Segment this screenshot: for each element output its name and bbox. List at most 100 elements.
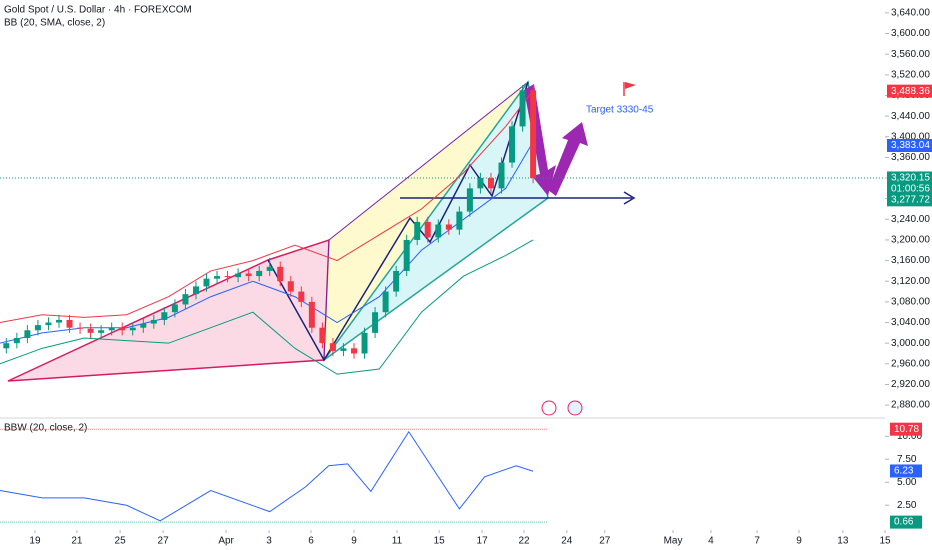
- candle-body: [403, 239, 410, 271]
- candle-body: [509, 126, 516, 163]
- candle-body: [361, 332, 368, 354]
- x-tick-label: 3: [266, 536, 272, 547]
- candle-body: [77, 327, 84, 329]
- bbw-label-box: [890, 422, 922, 436]
- y-tick-label: 7.50: [897, 454, 917, 465]
- candle-body: [108, 327, 115, 331]
- y-tick-label: 3,240.00: [891, 214, 930, 225]
- candle-body: [129, 327, 136, 331]
- price-label-box: [887, 193, 932, 207]
- y-tick-label: 3,160.00: [891, 255, 930, 266]
- x-tick-label: 21: [71, 536, 83, 547]
- x-tick-label: 13: [837, 536, 849, 547]
- bbw-label-box: [890, 515, 922, 529]
- candle-body: [445, 224, 452, 230]
- bbw-label: 10.78: [894, 424, 919, 435]
- y-tick-label: 2,880.00: [891, 400, 930, 411]
- candle-body: [298, 291, 305, 302]
- candle-body: [329, 343, 336, 351]
- price-label: 3,383.04: [891, 140, 930, 151]
- x-tick-label: 25: [115, 536, 127, 547]
- candle-body: [34, 325, 41, 331]
- candle-body: [150, 319, 157, 324]
- band-lower: [0, 239, 534, 375]
- x-tick-label: 6: [308, 536, 314, 547]
- y-tick-label: 3,560.00: [891, 49, 930, 60]
- candle-body: [424, 221, 431, 238]
- countdown: 01:00:56: [891, 184, 930, 195]
- bbw-label-box: [890, 464, 922, 478]
- candle-body: [192, 286, 199, 295]
- y-tick-label: 3,520.00: [891, 69, 930, 80]
- candle-body: [266, 266, 273, 271]
- bbw-label: 0.66: [894, 517, 914, 528]
- y-tick-label: 3,040.00: [891, 317, 930, 328]
- candle-body: [182, 294, 189, 305]
- x-tick-label: 24: [561, 536, 573, 547]
- flag: [625, 82, 636, 89]
- candle-body: [56, 319, 62, 323]
- candle-body: [456, 211, 463, 230]
- price-label: 3,488.36: [891, 86, 930, 97]
- candle-body: [519, 90, 526, 127]
- x-tick-label: 15: [879, 536, 891, 547]
- candle-body: [351, 348, 357, 354]
- ray-arrow: [623, 191, 636, 205]
- candle-body: [235, 273, 242, 278]
- price-label-box: [887, 84, 932, 98]
- y-tick-label: 3,080.00: [891, 297, 930, 308]
- x-tick-label: 27: [158, 536, 170, 547]
- event-icon: [541, 400, 557, 416]
- x-tick-label: 15: [434, 536, 446, 547]
- bbw-label: 6.23: [894, 466, 914, 477]
- y-tick-label: 3,000.00: [891, 338, 930, 349]
- y-tick-label: 3,360.00: [891, 152, 930, 163]
- x-tick-label: 7: [754, 536, 760, 547]
- candle-body: [487, 178, 494, 189]
- candle-body: [140, 323, 147, 328]
- candle-body: [277, 266, 284, 282]
- candle-body: [498, 162, 505, 189]
- candle-body: [171, 304, 178, 313]
- candle-body: [3, 343, 10, 349]
- candle-body: [308, 301, 315, 328]
- annotation: Target 3330-45: [586, 105, 654, 116]
- candle-body: [161, 312, 168, 320]
- candle-body: [66, 319, 73, 328]
- x-tick-label: 11: [392, 536, 403, 547]
- y-tick-label: 3,200.00: [891, 235, 930, 246]
- x-tick-label: 27: [599, 536, 611, 547]
- price-label: 3,277.72: [891, 194, 930, 205]
- bbw-title: BBW (20, close, 2): [4, 423, 87, 434]
- candle-body: [435, 224, 442, 238]
- y-tick-label: 3,400.00: [891, 131, 930, 142]
- event-icon: [567, 400, 583, 416]
- bbw-line: [0, 430, 534, 522]
- x-tick-label: Apr: [218, 536, 234, 547]
- candle-body: [382, 291, 389, 313]
- y-tick-label: 3,600.00: [891, 28, 930, 39]
- x-tick-label: 9: [351, 536, 357, 547]
- x-tick-label: 9: [796, 536, 802, 547]
- y-tick-label: 3,440.00: [891, 111, 930, 122]
- x-tick-label: 19: [29, 536, 41, 547]
- candle-body: [24, 330, 31, 339]
- y-tick-label: 3,120.00: [891, 276, 930, 287]
- x-tick-label: 22: [518, 536, 530, 547]
- candle-body: [13, 338, 20, 344]
- candle-body: [287, 281, 294, 292]
- x-tick-label: 17: [477, 536, 489, 547]
- y-tick-label: 2.50: [897, 500, 917, 511]
- y-tick-label: 3,640.00: [891, 8, 930, 19]
- price-label: 3,320.15: [891, 173, 930, 184]
- x-tick-label: 4: [708, 536, 714, 547]
- candle-body: [87, 328, 94, 333]
- candle-body: [98, 330, 105, 333]
- candle-body: [119, 327, 126, 331]
- candle-body: [45, 322, 52, 326]
- candle-body: [245, 273, 252, 277]
- candle-body: [530, 90, 537, 179]
- x-tick-label: May: [664, 536, 683, 547]
- candle-body: [414, 221, 421, 240]
